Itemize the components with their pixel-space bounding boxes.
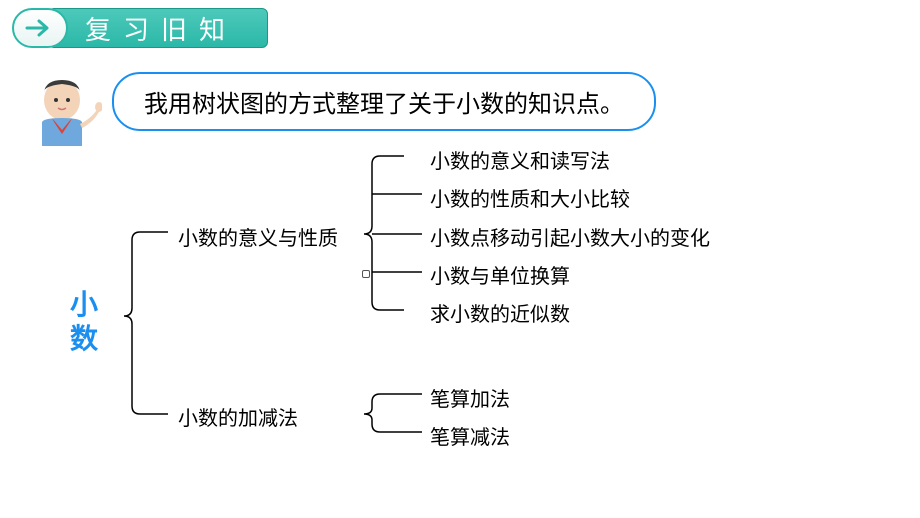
section-badge-circle [12,8,68,48]
leaf-2-1: 笔算加法 [430,383,510,412]
section-title: 复习旧知 [48,8,268,48]
tree-root: 小 数 [70,288,98,356]
leaf-1-5: 求小数的近似数 [430,298,570,327]
arrow-right-icon [25,17,55,39]
leaf-1-4: 小数与单位换算 [430,260,570,289]
branch-1-bracket [360,144,430,320]
leaf-1-3: 小数点移动引起小数大小的变化 [430,222,710,251]
speech-bubble: 我用树状图的方式整理了关于小数的知识点。 [112,72,656,131]
student-avatar [14,74,102,162]
branch-2-bracket [360,382,430,444]
root-char-1: 小 [70,288,98,322]
page-marker-icon [362,270,370,278]
root-bracket [120,220,180,420]
leaf-2-2: 笔算减法 [430,421,510,450]
leaf-1-1: 小数的意义和读写法 [430,145,610,174]
root-char-2: 数 [70,322,98,356]
branch-2-label: 小数的加减法 [178,402,298,431]
section-header: 复习旧知 [12,8,268,48]
leaf-1-2: 小数的性质和大小比较 [430,183,630,212]
branch-1-label: 小数的意义与性质 [178,222,338,251]
